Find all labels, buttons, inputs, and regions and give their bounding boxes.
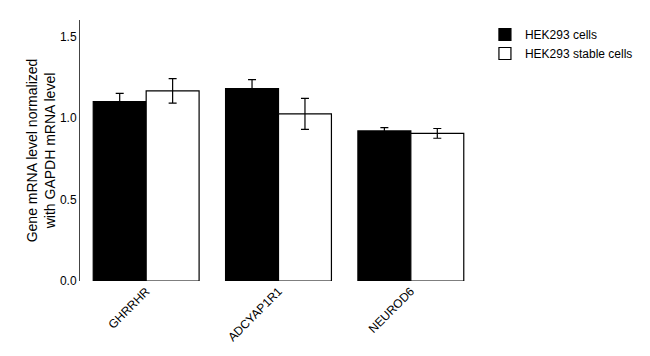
svg-text:1.0: 1.0 [60,111,77,125]
svg-text:1.5: 1.5 [60,30,77,44]
svg-text:Gene mRNA level normalizedwith: Gene mRNA level normalizedwith GAPDH mRN… [24,59,58,243]
svg-text:ADCYAP1R1: ADCYAP1R1 [225,284,285,344]
svg-text:0.5: 0.5 [60,193,77,207]
svg-text:NEUROD6: NEUROD6 [366,284,418,336]
svg-text:HEK293 stable cells: HEK293 stable cells [525,47,632,61]
svg-text:HEK293 cells: HEK293 cells [525,28,597,42]
svg-text:0.0: 0.0 [60,274,77,288]
svg-text:GHRRHR: GHRRHR [105,284,152,331]
